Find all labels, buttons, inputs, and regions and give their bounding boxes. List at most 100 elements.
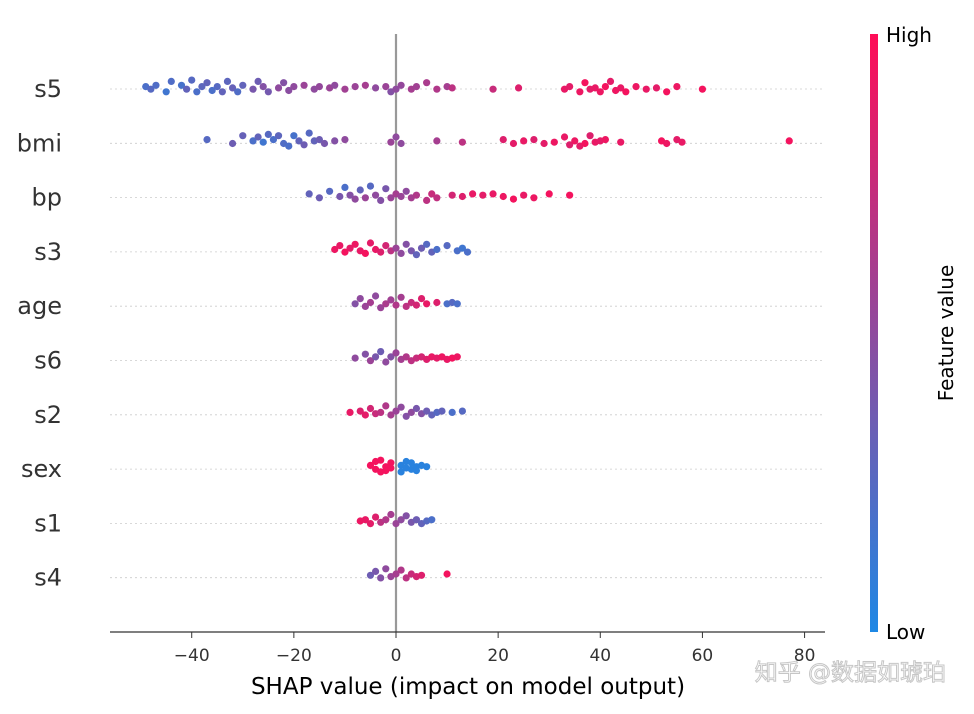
point-s5-31	[341, 85, 349, 93]
point-bp-22	[448, 191, 456, 199]
point-bmi-25	[499, 136, 507, 144]
point-s5-10	[203, 79, 211, 87]
point-s2-17	[438, 407, 446, 415]
point-bmi-39	[601, 136, 609, 144]
point-s4-10	[417, 571, 426, 579]
point-s4-11	[443, 570, 451, 578]
point-s6-0	[351, 354, 359, 362]
point-bmi-30	[550, 138, 558, 146]
point-age-9	[397, 293, 405, 301]
point-bmi-19	[341, 136, 349, 144]
point-s2-8	[392, 407, 400, 415]
point-bmi-11	[290, 132, 298, 140]
point-bmi-33	[571, 137, 579, 145]
point-bp-27	[499, 192, 507, 201]
point-bmi-5	[259, 138, 267, 146]
point-bmi-13	[300, 141, 308, 149]
point-bmi-28	[530, 136, 538, 144]
point-bp-24	[469, 190, 477, 198]
point-bp-4	[341, 183, 349, 191]
point-s5-44	[448, 84, 456, 92]
point-bp-29	[520, 191, 528, 199]
point-sex-0	[366, 461, 375, 469]
point-s5-33	[361, 81, 369, 89]
point-s1-11	[412, 516, 421, 524]
feature-label-bmi: bmi	[17, 129, 62, 157]
x-tick-label-20: 20	[487, 646, 509, 666]
point-bp-31	[545, 190, 553, 198]
point-s5-5	[177, 81, 186, 89]
point-s6-2	[366, 357, 375, 365]
point-s5-18	[249, 85, 257, 93]
point-s2-14	[423, 407, 431, 415]
point-sex-6	[371, 457, 380, 466]
point-s5-14	[223, 77, 232, 85]
point-bmi-24	[458, 138, 466, 146]
point-bp-1	[315, 194, 323, 202]
point-bp-0	[305, 190, 313, 198]
feature-label-s5: s5	[34, 75, 62, 103]
point-s2-7	[387, 411, 395, 419]
point-age-5	[377, 304, 385, 312]
point-bp-8	[361, 194, 369, 202]
feature-label-age: age	[17, 292, 62, 320]
point-age-15	[433, 298, 441, 307]
point-s5-41	[423, 79, 431, 87]
point-age-0	[351, 300, 359, 308]
point-s6-1	[361, 350, 369, 358]
point-s5-24	[285, 86, 293, 95]
point-bmi-23	[433, 137, 441, 145]
point-age-14	[423, 300, 431, 308]
point-s3-15	[407, 247, 415, 255]
point-bp-13	[387, 194, 395, 202]
colorbar-low-label: Low	[886, 620, 925, 644]
point-s5-48	[566, 83, 574, 91]
point-s2-12	[412, 404, 421, 413]
point-s6-5	[382, 358, 390, 366]
point-bmi-3	[249, 137, 257, 145]
x-axis-ticks: −40 −20 0 20 40 60 80	[174, 632, 815, 666]
point-bp-11	[377, 196, 385, 204]
point-bmi-14	[305, 129, 313, 137]
point-bp-5	[346, 191, 354, 199]
feature-label-s1: s1	[34, 509, 62, 537]
point-s2-19	[458, 407, 466, 415]
point-s2-1	[356, 407, 364, 415]
point-bmi-31	[560, 133, 569, 141]
point-bmi-42	[663, 139, 671, 148]
colorbar	[870, 34, 878, 632]
feature-label-sex: sex	[21, 455, 62, 483]
point-s5-55	[606, 77, 615, 85]
point-s5-38	[397, 81, 405, 89]
point-bp-9	[366, 182, 375, 190]
point-bmi-10	[285, 142, 293, 150]
point-bmi-45	[785, 137, 793, 145]
point-s1-7	[392, 520, 400, 528]
point-s5-57	[617, 84, 625, 92]
point-s6-3	[371, 353, 380, 361]
point-s6-6	[387, 353, 395, 361]
point-bp-26	[489, 190, 497, 198]
point-s5-15	[228, 84, 237, 92]
point-s1-3	[371, 513, 380, 521]
colorbar-title: Feature value	[934, 265, 958, 402]
point-bmi-21	[392, 133, 400, 141]
feature-label-s4: s4	[34, 564, 62, 592]
point-s2-18	[448, 408, 456, 416]
point-s6-7	[392, 349, 400, 357]
x-axis-label: SHAP value (impact on model output)	[251, 674, 685, 700]
point-s3-0	[331, 245, 339, 254]
colorbar-high-label: High	[886, 23, 932, 47]
point-bmi-35	[581, 139, 589, 148]
feature-label-bp: bp	[32, 184, 62, 212]
point-s5-62	[663, 88, 671, 96]
point-bmi-1	[228, 139, 237, 148]
point-s5-8	[193, 88, 201, 96]
point-s5-9	[198, 83, 206, 91]
point-bp-10	[371, 191, 380, 199]
point-s3-10	[382, 242, 390, 250]
point-sex-18	[423, 463, 431, 471]
point-sex-15	[407, 459, 415, 467]
point-bmi-26	[509, 139, 518, 148]
point-s5-21	[264, 88, 272, 96]
